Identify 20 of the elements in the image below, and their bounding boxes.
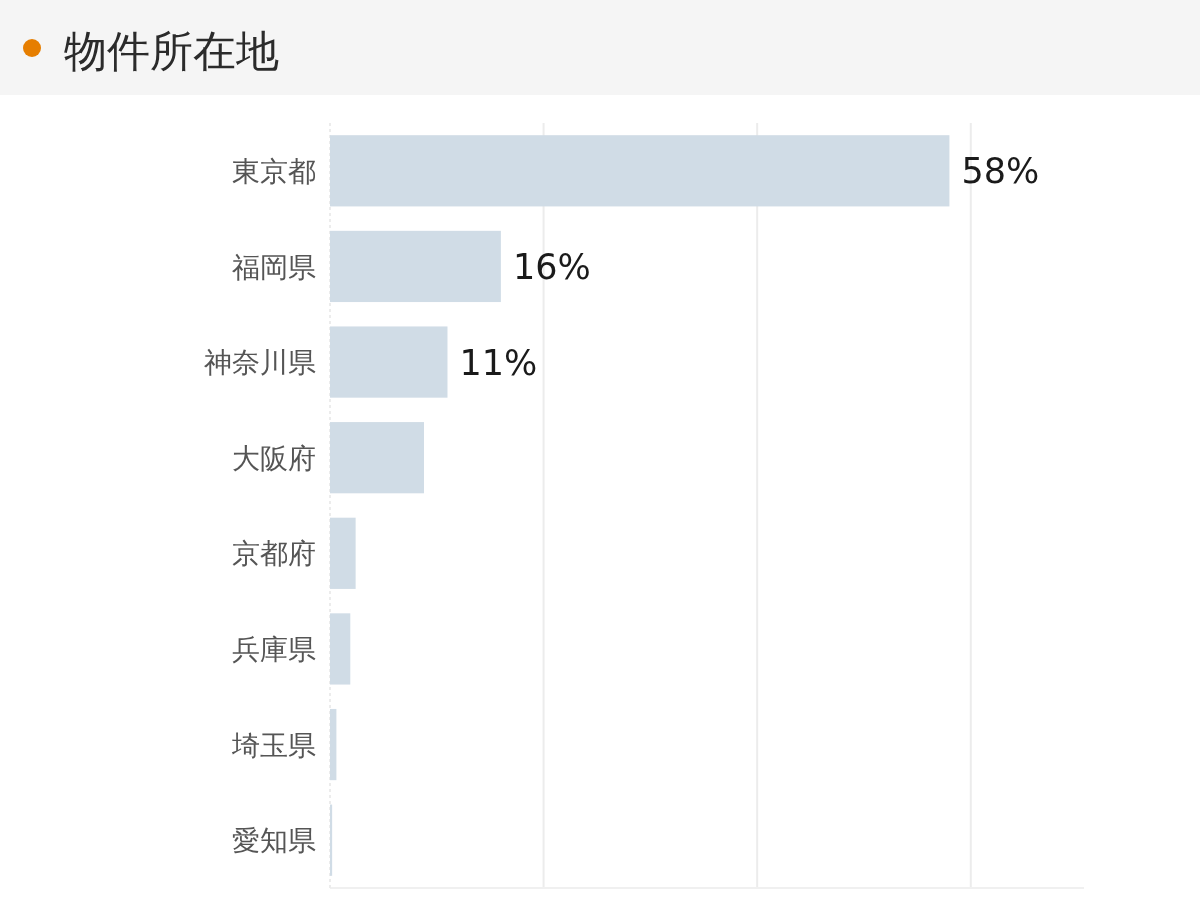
bar: [330, 326, 448, 398]
y-tick-label: 神奈川県: [204, 346, 316, 380]
y-tick-label: 兵庫県: [232, 633, 316, 667]
chart-title: 物件所在地: [64, 26, 279, 76]
bar: [330, 613, 351, 685]
y-tick-label: 大阪府: [232, 441, 316, 475]
y-tick-label: 京都府: [232, 537, 316, 571]
bar: [330, 422, 424, 494]
bar: [330, 230, 501, 303]
y-tick-label: 福岡県: [232, 250, 316, 284]
y-tick-label: 埼玉県: [231, 728, 316, 762]
bar: [330, 517, 356, 589]
bar: [330, 135, 950, 207]
data-label: 11%: [459, 342, 538, 383]
bar: [330, 708, 337, 781]
y-tick-label: 愛知県: [232, 824, 316, 858]
bar: [330, 804, 333, 876]
y-tick-label: 東京都: [232, 154, 316, 188]
data-label: 58%: [961, 151, 1040, 192]
data-label: 16%: [512, 247, 591, 288]
